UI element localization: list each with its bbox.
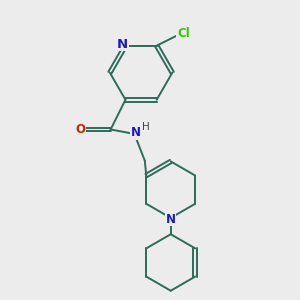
Text: N: N <box>131 126 141 139</box>
Text: H: H <box>142 122 150 132</box>
Text: N: N <box>117 38 128 51</box>
Text: N: N <box>166 213 176 226</box>
Text: O: O <box>75 123 85 136</box>
Text: Cl: Cl <box>177 27 190 40</box>
